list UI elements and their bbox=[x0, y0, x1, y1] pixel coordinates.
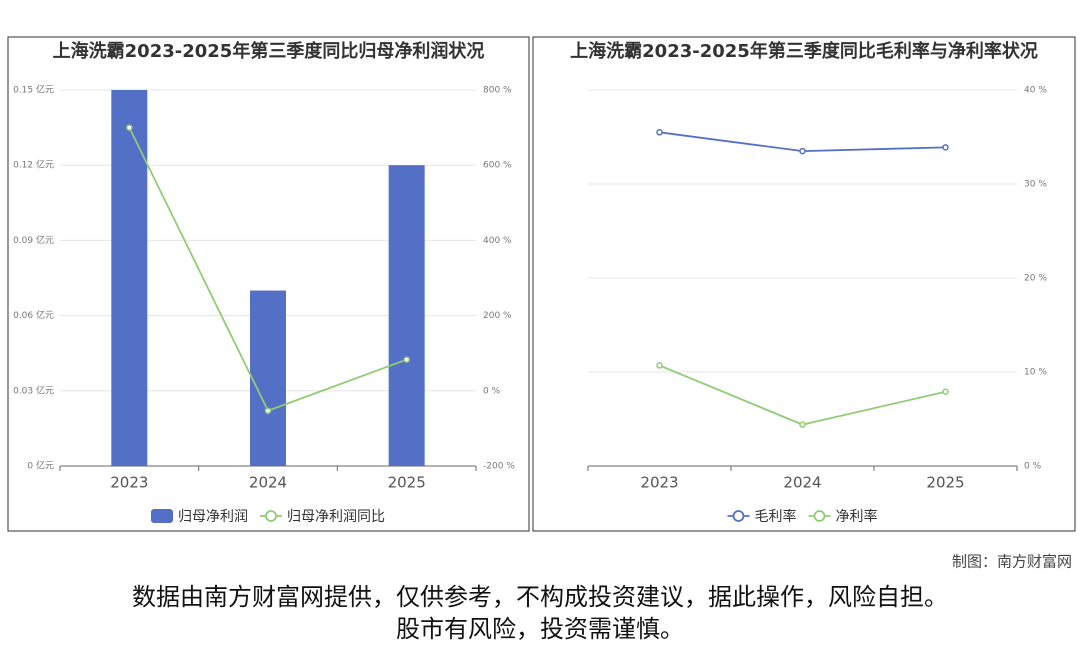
legend-swatch bbox=[813, 510, 826, 522]
credit: 制图：南方财富网 bbox=[952, 553, 1072, 571]
y2-tick-label: 40 % bbox=[1024, 86, 1047, 96]
chart-title: 上海洗霸2023-2025年第三季度同比归母净利润状况 bbox=[53, 40, 485, 62]
y-tick-label: 0.15 亿元 bbox=[13, 84, 54, 96]
y2-tick-label: 30 % bbox=[1024, 180, 1047, 190]
legend: 归母净利润 归母净利润同比 bbox=[151, 508, 385, 525]
y2-tick-label: 10 % bbox=[1024, 368, 1047, 378]
x-tick-label: 2023 bbox=[640, 474, 678, 492]
y-tick-label: 0.12 亿元 bbox=[13, 159, 54, 171]
y2-tick-label: 800 % bbox=[483, 86, 512, 96]
x-tick-label: 2024 bbox=[249, 474, 287, 492]
y2-tick-label: 400 % bbox=[483, 236, 512, 246]
point bbox=[942, 144, 949, 151]
y2-tick-label: -200 % bbox=[483, 462, 515, 472]
point bbox=[656, 129, 663, 136]
y2-tick-label: 600 % bbox=[483, 161, 512, 171]
x-tick-label: 2025 bbox=[926, 474, 964, 492]
y-tick-label: 0.03 亿元 bbox=[13, 384, 54, 396]
legend-label: 归母净利润同比 bbox=[287, 508, 385, 525]
y-tick-label: 0 亿元 bbox=[27, 460, 54, 472]
point bbox=[403, 356, 410, 363]
legend: 毛利率 净利率 bbox=[727, 508, 878, 525]
legend-item: 毛利率 bbox=[727, 508, 797, 525]
panel bbox=[7, 36, 530, 532]
y2-tick-label: 200 % bbox=[483, 311, 512, 321]
point bbox=[126, 124, 133, 131]
chart: 上海洗霸2023-2025年第三季度同比归母净利润状况 0 亿元 0.03 亿元 0.… bbox=[13, 40, 515, 525]
y-tick-label: 0.06 亿元 bbox=[13, 309, 54, 321]
legend-item: 归母净利润同比 bbox=[260, 508, 385, 525]
line bbox=[659, 364, 946, 426]
y2-tick-label: 0 % bbox=[483, 386, 501, 396]
chart: 上海洗霸2023-2025年第三季度同比毛利率与净利率状况 0 % 10 % 20 %… bbox=[570, 40, 1047, 525]
point bbox=[942, 388, 949, 395]
bar bbox=[250, 290, 286, 466]
point bbox=[656, 362, 663, 369]
x-tick-label: 2023 bbox=[110, 474, 148, 492]
legend-swatch bbox=[265, 510, 277, 522]
legend-label: 净利率 bbox=[836, 508, 878, 525]
legend-label: 毛利率 bbox=[755, 508, 797, 525]
legend-item: 归母净利润 bbox=[151, 508, 248, 525]
y2-tick-label: 0 % bbox=[1024, 462, 1042, 472]
x-tick-label: 2024 bbox=[783, 474, 821, 492]
chart-title: 上海洗霸2023-2025年第三季度同比毛利率与净利率状况 bbox=[570, 40, 1038, 62]
y2-tick-label: 20 % bbox=[1024, 274, 1047, 284]
legend-item: 净利率 bbox=[808, 508, 878, 525]
bar bbox=[388, 165, 425, 466]
panel bbox=[532, 36, 1076, 532]
legend-swatch bbox=[732, 510, 745, 522]
point bbox=[799, 421, 806, 428]
bar bbox=[111, 90, 148, 466]
point bbox=[264, 407, 272, 414]
legend-label: 归母净利润 bbox=[178, 508, 248, 525]
disclaimer: 数据由南方财富网提供，仅供参考，不构成投资建议，据此操作，风险自担。 bbox=[132, 583, 948, 611]
y-tick-label: 0.09 亿元 bbox=[13, 234, 54, 246]
disclaimer: 股市有风险，投资需谨慎。 bbox=[396, 615, 684, 643]
legend-swatch bbox=[151, 509, 173, 523]
point bbox=[799, 147, 806, 155]
x-tick-label: 2025 bbox=[388, 474, 426, 492]
